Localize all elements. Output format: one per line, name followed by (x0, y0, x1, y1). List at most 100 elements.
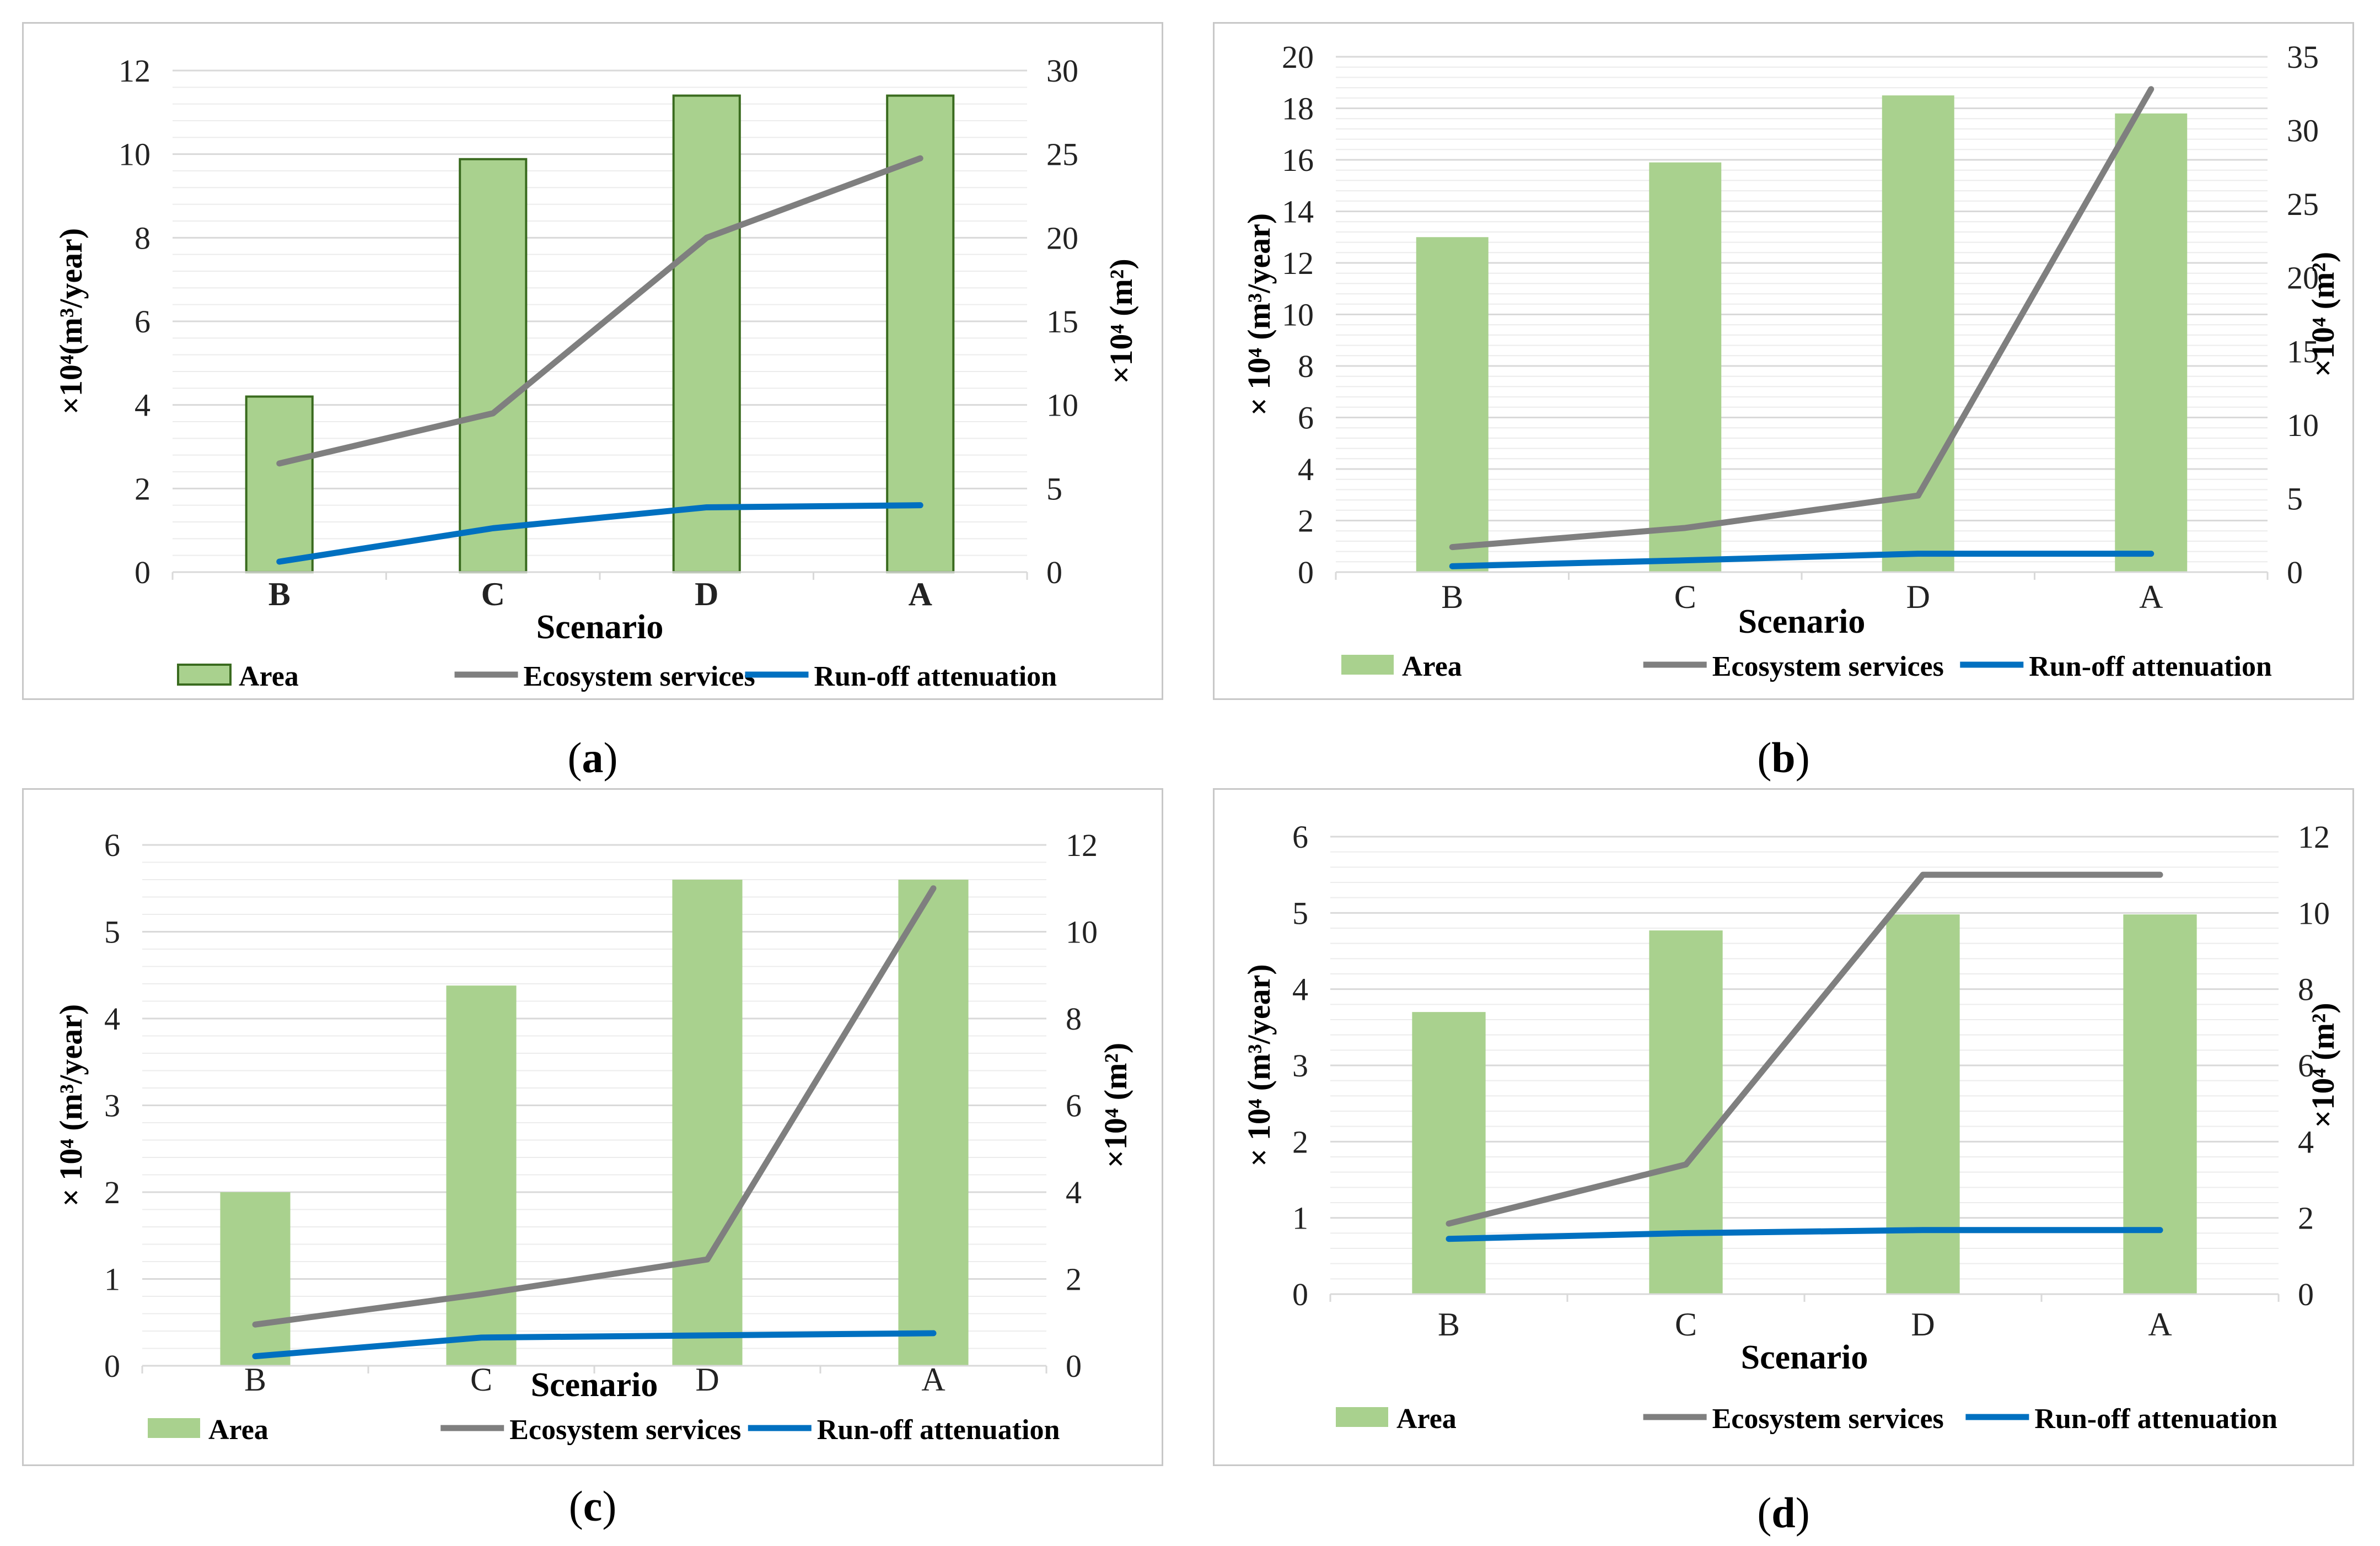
legend-label: Run-off attenuation (817, 1414, 1060, 1446)
y-tick-label: 0 (135, 554, 151, 590)
y2-tick-label: 35 (2287, 39, 2319, 75)
y-tick-label: 1 (104, 1262, 120, 1297)
x-tick-label: D (1911, 1306, 1935, 1343)
y-tick-label: 16 (1282, 142, 1314, 178)
y2-tick-label: 0 (1046, 554, 1062, 590)
caption-letter: a (582, 734, 604, 782)
y2-tick-label: 10 (2298, 895, 2330, 931)
x-tick-label: D (695, 1361, 719, 1398)
y-tick-label: 3 (104, 1088, 120, 1124)
x-tick-label: A (921, 1361, 945, 1398)
y2-tick-label: 5 (2287, 481, 2303, 516)
y2-tick-label: 12 (1066, 827, 1098, 863)
y2-tick-label: 6 (2298, 1048, 2314, 1084)
y2-tick-label: 0 (2298, 1276, 2314, 1312)
y-tick-label: 18 (1282, 91, 1314, 127)
x-tick-label: D (1906, 579, 1930, 615)
x-tick-label: B (1441, 579, 1463, 615)
gridlines (1330, 836, 2279, 1295)
y-tick-label: 2 (104, 1175, 120, 1210)
y-tick-label: 4 (104, 1001, 120, 1037)
bar-area-A (898, 880, 969, 1366)
y2-tick-label: 10 (1046, 387, 1078, 423)
bar-area-C (1649, 162, 1722, 572)
y-tick-label: 12 (1282, 245, 1314, 281)
x-tick-label: A (909, 576, 932, 612)
y2-tick-label: 10 (1066, 914, 1098, 950)
line-run-off-attenuation (252, 1330, 937, 1360)
chart-panel-a: 0 2 4 6 8 10 12 0 5 10 15 20 25 30 B C D A Scenario ×10⁴(m³… (22, 22, 1163, 782)
y2-tick-label: 12 (2298, 819, 2330, 855)
y2-tick-label: 6 (1066, 1088, 1082, 1124)
y2-tick-label: 5 (1046, 471, 1062, 507)
bar-area-D (672, 880, 743, 1366)
x-tick-label: D (695, 576, 718, 612)
legend: Area Ecosystem services Run-off attenuatio… (148, 1414, 1060, 1446)
y-tick-label: 8 (135, 220, 151, 256)
y-tick-label: 6 (1292, 819, 1308, 855)
y-axis-title: × 10⁴ (m³/year) (1241, 213, 1277, 416)
legend-swatch-area (1336, 1407, 1388, 1427)
y2-tick-label: 2 (2298, 1200, 2314, 1236)
y-tick-label: 0 (1298, 554, 1314, 590)
y2-tick-label: 30 (2287, 113, 2319, 149)
chart-panel-b: 0 2 4 6 8 10 12 14 16 18 20 0 5 10 15 20 25 30 35 B C D A Scena… (1213, 22, 2354, 782)
bar-area-B (245, 395, 314, 573)
gridlines (173, 69, 1027, 573)
chart-frame: 0 1 2 3 4 5 6 0 2 4 6 8 10 12 B C D A Scenario × 10⁴ (m³/ye… (22, 788, 1163, 1466)
caption-letter: d (1771, 1489, 1796, 1537)
legend-swatch-area (177, 664, 232, 686)
y2-tick-label: 25 (2287, 186, 2319, 222)
y-tick-label: 5 (1292, 895, 1308, 931)
y2-tick-label: 2 (1066, 1262, 1082, 1297)
line-ecosystem-services (276, 155, 923, 467)
legend-label: Area (1396, 1403, 1457, 1435)
x-tick-label: A (2139, 579, 2163, 615)
y-tick-label: 4 (1298, 451, 1314, 487)
x-tick-label: C (1675, 1306, 1697, 1343)
y2-axis-title: ×10⁴ (m²) (1098, 1043, 1133, 1168)
y-tick-label: 8 (1298, 348, 1314, 384)
line-run-off-attenuation (1449, 551, 2155, 569)
chart-svg: 0 2 4 6 8 10 12 0 5 10 15 20 25 30 B C D A Scenario ×10⁴(m³… (53, 53, 1139, 692)
legend: Area Ecosystem services Run-off attenuatio… (177, 661, 1057, 692)
chart-panel-c: 0 1 2 3 4 5 6 0 2 4 6 8 10 12 B C D A Scenario × 10⁴ (m³/ye… (22, 788, 1163, 1543)
y-tick-label: 10 (119, 137, 151, 173)
legend-label: Run-off attenuation (2034, 1403, 2277, 1435)
line-ecosystem-services (252, 885, 937, 1328)
y-tick-label: 6 (135, 304, 151, 340)
bar-area-C (446, 985, 517, 1366)
y2-tick-label: 4 (2298, 1124, 2314, 1160)
figure-caption: (d) (1757, 1489, 1810, 1537)
y2-tick-label: 25 (1046, 137, 1078, 173)
bar-area-A (2115, 113, 2188, 573)
y2-tick-label: 8 (2298, 972, 2314, 1008)
bar-area-A (2123, 914, 2197, 1294)
y2-tick-label: 20 (1046, 220, 1078, 256)
y2-tick-label: 15 (2287, 333, 2319, 369)
legend-label: Run-off attenuation (814, 661, 1057, 692)
y2-tick-label: 8 (1066, 1001, 1082, 1037)
line-run-off-attenuation (1446, 1227, 2163, 1242)
bar-area-B (1412, 1012, 1486, 1294)
chart-frame: 0 2 4 6 8 10 12 0 5 10 15 20 25 30 B C D A Scenario ×10⁴(m³… (22, 22, 1163, 700)
y-tick-label: 2 (1298, 503, 1314, 539)
chart-svg: 0 2 4 6 8 10 12 14 16 18 20 0 5 10 15 20 25 30 35 B C D A Scena… (1241, 39, 2341, 682)
y2-axis-title: ×10⁴ (m²) (2305, 252, 2341, 377)
x-tick-label: B (268, 576, 291, 612)
y-tick-label: 6 (104, 827, 120, 863)
y2-axis-title: ×10⁴ (m²) (2305, 1003, 2341, 1128)
y-tick-label: 10 (1282, 297, 1314, 333)
legend-label: Ecosystem services (1712, 651, 1944, 682)
y2-tick-label: 20 (2287, 260, 2319, 296)
bar-area-D (1886, 914, 1960, 1294)
figure-caption: (a) (567, 734, 618, 782)
y2-axis-title: ×10⁴ (m²) (1103, 258, 1139, 384)
y-tick-label: 0 (1292, 1276, 1308, 1312)
x-axis-title: Scenario (536, 608, 664, 646)
y2-tick-label: 10 (2287, 407, 2319, 443)
legend-swatch-area (148, 1418, 200, 1438)
caption-letter: c (583, 1482, 603, 1530)
